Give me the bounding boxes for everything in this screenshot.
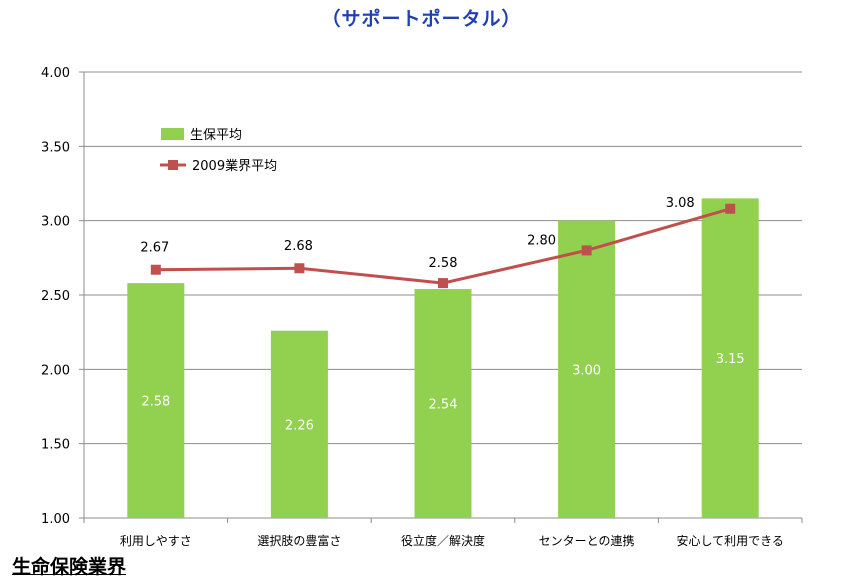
chart: 2.58 2.26 2.54 3.00 3.15 1.00 1.50 2.00 2.50 3.0… xyxy=(41,66,803,548)
y-tick-label: 1.00 xyxy=(41,512,70,527)
line-marker xyxy=(294,263,305,274)
line-value-label: 3.08 xyxy=(666,196,695,211)
y-tick-label: 1.50 xyxy=(41,438,70,453)
bar xyxy=(558,220,616,518)
bar xyxy=(701,198,759,518)
line-marker xyxy=(438,278,448,289)
line-marker xyxy=(725,203,736,214)
y-tick-label: 2.00 xyxy=(41,363,70,378)
bar xyxy=(414,289,472,518)
x-tick-label: 選択肢の豊富さ xyxy=(257,533,341,548)
legend-swatch-bar xyxy=(161,128,184,140)
legend-label: 2009業界平均 xyxy=(192,158,277,174)
x-tick-label: 利用しやすさ xyxy=(120,534,192,548)
line-value-label: 2.80 xyxy=(527,233,556,248)
x-tick-label: 役立度／解決度 xyxy=(401,533,485,548)
line-value-label: 2.68 xyxy=(284,239,313,254)
bar xyxy=(270,330,328,518)
legend-swatch-marker xyxy=(168,160,178,170)
line-marker xyxy=(581,245,592,256)
chart-title: （サポートポータル） xyxy=(321,8,522,30)
footer-label: 生命保険業界 xyxy=(12,556,127,578)
line-value-label: 2.58 xyxy=(429,256,458,271)
bar xyxy=(127,283,185,518)
series-line xyxy=(155,207,731,285)
bar-value-label: 3.15 xyxy=(716,352,745,367)
bar-value-label: 2.26 xyxy=(285,418,314,433)
y-tick-label: 2.50 xyxy=(41,289,70,304)
line-marker xyxy=(150,264,161,275)
x-tick-label: 安心して利用できる xyxy=(676,533,783,548)
y-tick-label: 4.00 xyxy=(41,66,70,81)
bar-value-label: 2.54 xyxy=(429,398,458,413)
x-axis-ticks: 利用しやすさ 選択肢の豊富さ 役立度／解決度 センターとの連携 安心して利用できる xyxy=(120,533,784,548)
y-axis-ticks: 1.00 1.50 2.00 2.50 3.00 3.50 4.00 xyxy=(41,66,70,527)
x-tick-label: センターとの連携 xyxy=(539,533,635,548)
line-value-label: 2.67 xyxy=(140,241,169,256)
legend-label: 生保平均 xyxy=(190,128,242,143)
y-tick-label: 3.00 xyxy=(41,215,70,230)
legend: 生保平均 2009業界平均 xyxy=(160,128,277,174)
bar-value-label: 2.58 xyxy=(141,395,170,410)
bars: 2.58 2.26 2.54 3.00 3.15 xyxy=(127,198,759,518)
line-series: 2.67 2.68 2.58 2.80 3.08 xyxy=(140,196,736,289)
y-tick-label: 3.50 xyxy=(41,140,70,155)
bar-value-label: 3.00 xyxy=(572,363,601,378)
